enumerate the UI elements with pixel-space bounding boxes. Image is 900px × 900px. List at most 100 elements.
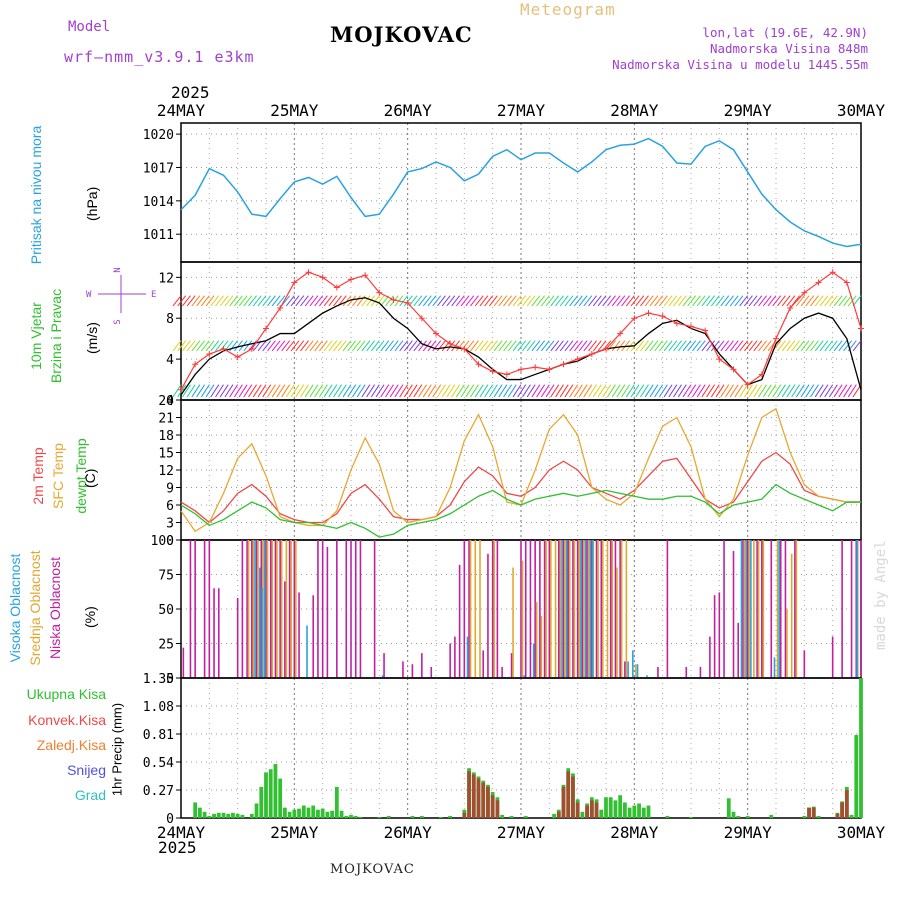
wind-barb	[824, 340, 834, 352]
wind-barb	[819, 384, 829, 398]
wind-barb	[687, 340, 697, 352]
wind-barb	[233, 384, 243, 398]
temperature-panel: 0 3 6 9 12 15 18 21 24	[158, 394, 862, 549]
wind-barb	[200, 340, 210, 352]
wind-barb	[526, 384, 536, 398]
precip-total-bar	[330, 810, 334, 818]
wind-barb	[276, 384, 286, 398]
wind-gust-marker	[688, 323, 694, 330]
wind-barb	[791, 340, 801, 352]
year-top: 2025	[171, 83, 210, 102]
wind-gust-marker	[348, 276, 354, 283]
wind-barb	[380, 384, 390, 398]
wind-barb	[526, 340, 536, 352]
precip-total-bar	[377, 816, 382, 818]
wind-barb	[569, 295, 579, 307]
wind-barb	[739, 295, 749, 307]
wind-barb	[479, 384, 489, 398]
precip-total-bar	[726, 798, 731, 818]
wind-barb	[592, 384, 602, 398]
wind-barb	[720, 384, 730, 398]
wind-barb	[777, 340, 786, 352]
wind-barb	[347, 384, 357, 398]
wind-barb	[474, 295, 484, 307]
precip-total-bar	[349, 814, 353, 818]
wind-barb	[564, 340, 574, 352]
wind-barb	[583, 295, 593, 307]
wind-barb	[300, 340, 309, 352]
wind-barb	[323, 295, 333, 307]
wind-barb	[191, 384, 201, 398]
wind-barb	[852, 295, 862, 307]
precip-total-bar	[438, 816, 443, 818]
wind-barb	[729, 340, 739, 352]
wind-barb	[290, 384, 300, 398]
wind-gust-marker	[829, 269, 836, 276]
precip-convective-bar	[835, 813, 840, 818]
precip-total-bar	[273, 764, 278, 818]
wind-barb	[602, 384, 612, 398]
temperature-ytick-label: 0	[166, 534, 174, 549]
wind-barb	[210, 384, 220, 398]
precip-total-bar	[509, 815, 514, 818]
wind-barb	[602, 295, 612, 307]
wind-gust-marker	[220, 345, 227, 352]
legend-convective-rain: Konvek.Kisa	[28, 712, 106, 728]
wind-barb	[583, 384, 593, 398]
wind-barb	[375, 340, 385, 352]
wind-barb	[800, 384, 810, 398]
pressure-ytick-label: 1011	[143, 228, 174, 243]
station-altitude: Nadmorska Visina 848m	[709, 41, 868, 56]
wind-barb	[328, 340, 338, 352]
wind-barb	[493, 295, 503, 307]
wind-barb	[295, 384, 305, 398]
wind-barb	[536, 340, 546, 352]
wind-barb	[309, 384, 319, 398]
wind-gust-marker	[603, 345, 609, 352]
wind-barb	[484, 340, 494, 352]
wind-gust-marker	[560, 361, 567, 368]
wind-barb	[418, 295, 427, 307]
wind-barb	[394, 340, 404, 352]
wind-barb	[550, 295, 560, 307]
date-label-top: 30MAY	[837, 101, 886, 120]
date-label-bottom: 30MAY	[837, 823, 886, 842]
wind-gust-marker	[588, 351, 595, 357]
date-label-top: 26MAY	[384, 101, 433, 120]
legend-snow: Snijeg	[67, 762, 106, 778]
wind-barb	[257, 340, 267, 352]
date-label-bottom: 29MAY	[724, 823, 773, 842]
wind-barb	[720, 295, 730, 307]
wind-barb	[668, 340, 678, 352]
wind-barb	[233, 340, 243, 352]
compass-e: E	[151, 290, 156, 300]
precip-convective-bar	[589, 800, 594, 818]
wind-barb	[200, 384, 210, 398]
wind-barb	[361, 340, 371, 352]
wind-barb	[342, 340, 352, 352]
wind-barb	[838, 295, 848, 307]
wind-barb	[545, 340, 555, 352]
wind-barb	[573, 295, 583, 307]
cloud-ytick-label: 100	[151, 534, 174, 549]
wind-barb	[215, 340, 224, 352]
wind-barb	[767, 295, 777, 307]
date-label-bottom: 28MAY	[610, 823, 659, 842]
wind-barb	[446, 384, 456, 398]
wind-gust-marker	[758, 371, 765, 378]
precip-total-bar	[344, 815, 349, 818]
wind-barb	[786, 340, 796, 352]
precip-total-bar	[689, 816, 693, 818]
wind-barb	[715, 340, 725, 352]
wind-barb	[734, 384, 744, 398]
wind-barb	[625, 384, 635, 398]
precip-total-bar	[613, 800, 618, 818]
wind-barb	[621, 295, 631, 307]
wind-barb	[630, 384, 640, 398]
precip-total-bar	[316, 809, 320, 818]
wind-barb	[437, 295, 446, 307]
wind-barb	[309, 295, 319, 307]
precip-convective-bar	[556, 811, 561, 818]
precip-total-bar	[235, 813, 240, 818]
wind-barb	[810, 340, 819, 352]
